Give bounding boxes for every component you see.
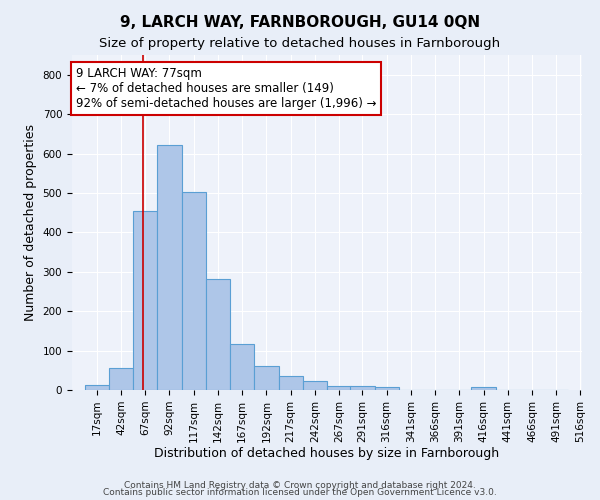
Bar [278, 376, 303, 390]
Text: 9, LARCH WAY, FARNBOROUGH, GU14 0QN: 9, LARCH WAY, FARNBOROUGH, GU14 0QN [120, 15, 480, 30]
Bar [109, 368, 133, 390]
Bar [230, 344, 254, 390]
Bar [85, 385, 109, 390]
Y-axis label: Number of detached properties: Number of detached properties [24, 124, 37, 321]
Text: Contains HM Land Registry data © Crown copyright and database right 2024.: Contains HM Land Registry data © Crown c… [124, 480, 476, 490]
Bar [303, 382, 327, 390]
Bar [206, 280, 230, 390]
Bar [374, 387, 399, 390]
Text: Size of property relative to detached houses in Farnborough: Size of property relative to detached ho… [100, 38, 500, 51]
Bar [254, 366, 278, 390]
Bar [133, 212, 157, 390]
Bar [327, 386, 351, 390]
X-axis label: Distribution of detached houses by size in Farnborough: Distribution of detached houses by size … [154, 448, 500, 460]
Bar [350, 386, 374, 390]
Bar [182, 192, 206, 390]
Text: 9 LARCH WAY: 77sqm
← 7% of detached houses are smaller (149)
92% of semi-detache: 9 LARCH WAY: 77sqm ← 7% of detached hous… [76, 67, 376, 110]
Bar [157, 145, 182, 390]
Bar [472, 387, 496, 390]
Text: Contains public sector information licensed under the Open Government Licence v3: Contains public sector information licen… [103, 488, 497, 497]
